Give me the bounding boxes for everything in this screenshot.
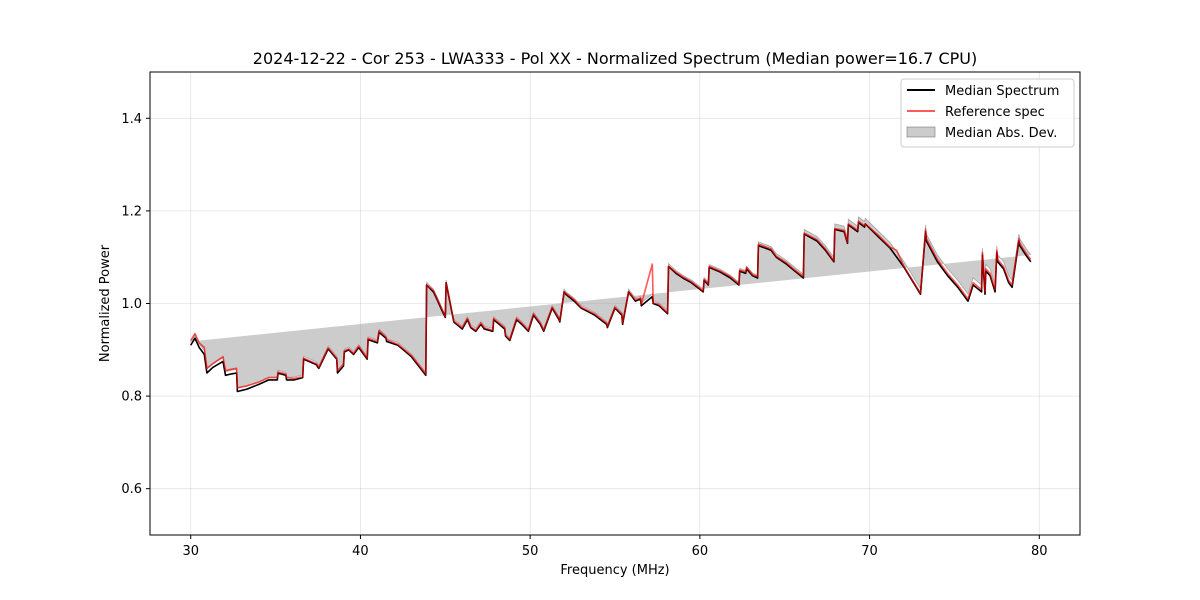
legend-label-median: Median Spectrum — [945, 84, 1059, 99]
x-tick-label: 80 — [1031, 544, 1048, 559]
chart-title: 2024-12-22 - Cor 253 - LWA333 - Pol XX -… — [253, 49, 977, 68]
x-tick-label: 30 — [182, 544, 199, 559]
y-tick-label: 0.8 — [121, 390, 142, 405]
y-axis-ticks: 0.6 0.8 1.0 1.2 1.4 — [121, 112, 150, 497]
legend-label-reference: Reference spec — [945, 105, 1045, 120]
x-axis-ticks: 30 40 50 60 70 80 — [182, 535, 1048, 559]
x-axis-label: Frequency (MHz) — [560, 563, 669, 578]
legend-box — [900, 78, 1075, 148]
legend-label-mad: Median Abs. Dev. — [945, 126, 1057, 141]
x-tick-label: 60 — [692, 544, 709, 559]
x-tick-label: 50 — [522, 544, 539, 559]
legend-swatch-mad — [906, 126, 936, 138]
x-tick-label: 40 — [352, 544, 369, 559]
series-reference-line — [190, 220, 1032, 389]
y-tick-label: 1.0 — [121, 297, 142, 312]
legend: Median Spectrum Reference spec Median Ab… — [900, 78, 1075, 148]
plot-area — [190, 216, 1032, 393]
y-tick-label: 1.4 — [121, 112, 142, 127]
y-axis-label: Normalized Power — [98, 244, 113, 362]
y-tick-label: 1.2 — [121, 204, 142, 219]
x-tick-label: 70 — [861, 544, 878, 559]
y-tick-label: 0.6 — [121, 482, 142, 497]
